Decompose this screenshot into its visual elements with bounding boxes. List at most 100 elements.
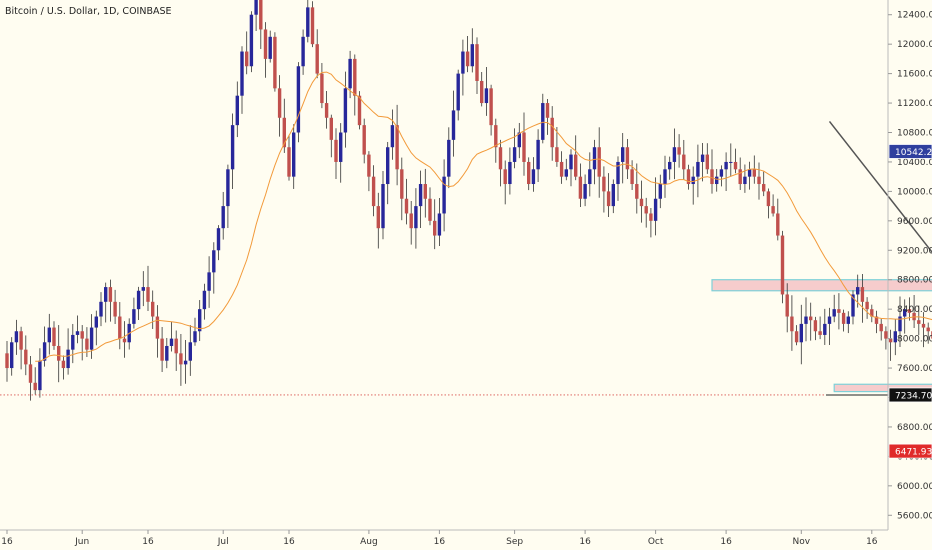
- candle: [747, 161, 752, 190]
- y-tick-label: 9600.00: [897, 217, 932, 227]
- candle: [794, 325, 799, 346]
- y-tick-label: 6000.00: [897, 482, 932, 492]
- y-tick-label: 12400.00: [897, 11, 932, 21]
- candle: [367, 151, 371, 192]
- stop-price-badge-label: 6471.93: [895, 448, 932, 458]
- candle: [729, 143, 733, 177]
- candle: [921, 312, 926, 348]
- candle: [456, 69, 460, 121]
- up-candle-body: [381, 184, 385, 229]
- up-candle-body: [386, 147, 390, 185]
- candle: [503, 160, 507, 205]
- up-candle-body: [729, 161, 733, 163]
- up-candle-body: [508, 161, 512, 185]
- up-candle-body: [212, 250, 216, 273]
- candle: [865, 297, 869, 319]
- candle: [212, 242, 216, 294]
- up-candle-body: [94, 316, 98, 328]
- candle: [230, 113, 235, 189]
- down-candle-body: [559, 161, 564, 177]
- up-candle-body: [512, 147, 517, 162]
- down-candle-body: [475, 44, 479, 81]
- up-candle-body: [71, 334, 75, 350]
- y-tick-label: 8400.00: [897, 305, 932, 315]
- x-tick-label: 16: [1, 537, 13, 547]
- up-candle-body: [856, 287, 860, 295]
- x-tick-label: 16: [142, 537, 154, 547]
- candle: [155, 305, 160, 358]
- candle: [52, 321, 56, 350]
- down-candle-body: [52, 327, 56, 346]
- x-axis-labels: 16Jun16Jul16Aug16Sep16Oct16Nov16Dec16202…: [1, 530, 878, 547]
- x-tick-label: Jun: [74, 537, 89, 547]
- up-candle-body: [348, 58, 352, 89]
- down-candle-body: [550, 117, 554, 148]
- stop-price-badge: 6471.93: [888, 443, 932, 459]
- candle: [588, 152, 592, 197]
- candle: [324, 90, 329, 129]
- down-candle-body: [122, 338, 127, 343]
- candle: [442, 159, 446, 232]
- down-candle-body: [263, 29, 268, 59]
- down-candle-body: [409, 213, 413, 229]
- candle: [898, 296, 902, 348]
- candle: [174, 330, 178, 371]
- candle: [339, 123, 343, 183]
- up-candle-body: [235, 95, 239, 126]
- up-candle-body: [531, 169, 536, 185]
- moving-average-line: [35, 71, 932, 362]
- candle: [578, 163, 583, 208]
- down-candle-body: [367, 154, 371, 177]
- candle: [47, 313, 51, 355]
- down-candle-body: [527, 161, 531, 185]
- down-candle-body: [320, 73, 324, 104]
- candle: [682, 139, 686, 180]
- up-candle-body: [536, 139, 540, 170]
- up-candle-body: [470, 44, 474, 67]
- down-candle-body: [28, 364, 33, 383]
- candle: [165, 337, 169, 369]
- up-candle-body: [193, 331, 197, 343]
- candle: [376, 192, 380, 249]
- down-candle-body: [794, 331, 799, 343]
- candle: [522, 112, 526, 176]
- chart-title: Bitcoin / U.S. Dollar, 1D, COINBASE: [5, 6, 172, 17]
- trendline[interactable]: [828, 120, 932, 474]
- candle: [677, 134, 681, 168]
- up-candle-body: [14, 331, 19, 343]
- candle: [724, 152, 728, 191]
- up-candle-body: [202, 290, 207, 310]
- up-candle-body: [216, 228, 221, 251]
- candle: [400, 157, 404, 221]
- candle: [198, 300, 202, 342]
- down-candle-body: [625, 147, 630, 170]
- candle: [249, 11, 254, 73]
- up-candle-body: [268, 36, 272, 59]
- candle: [437, 198, 442, 246]
- down-candle-body: [245, 51, 249, 67]
- down-candle-body: [160, 338, 164, 361]
- y-tick-label: 8000.00: [897, 335, 932, 345]
- candle: [428, 187, 432, 226]
- up-candle-body: [306, 7, 310, 37]
- up-candle-body: [719, 169, 724, 177]
- candle: [423, 168, 427, 218]
- candle: [917, 305, 921, 336]
- up-candle-body: [418, 184, 423, 207]
- down-candle-body: [85, 338, 89, 350]
- candle: [790, 295, 794, 351]
- candle: [19, 326, 23, 370]
- candle: [752, 155, 756, 184]
- candle: [888, 329, 893, 361]
- candle: [926, 322, 930, 344]
- down-candle-body: [310, 7, 315, 45]
- candle: [804, 297, 808, 342]
- down-candle-body: [465, 51, 470, 67]
- candle: [611, 179, 615, 214]
- down-candle-body: [809, 316, 813, 321]
- candle: [28, 355, 33, 401]
- candle: [310, 1, 315, 48]
- down-candle-body: [837, 309, 841, 313]
- down-candle-body: [884, 331, 888, 339]
